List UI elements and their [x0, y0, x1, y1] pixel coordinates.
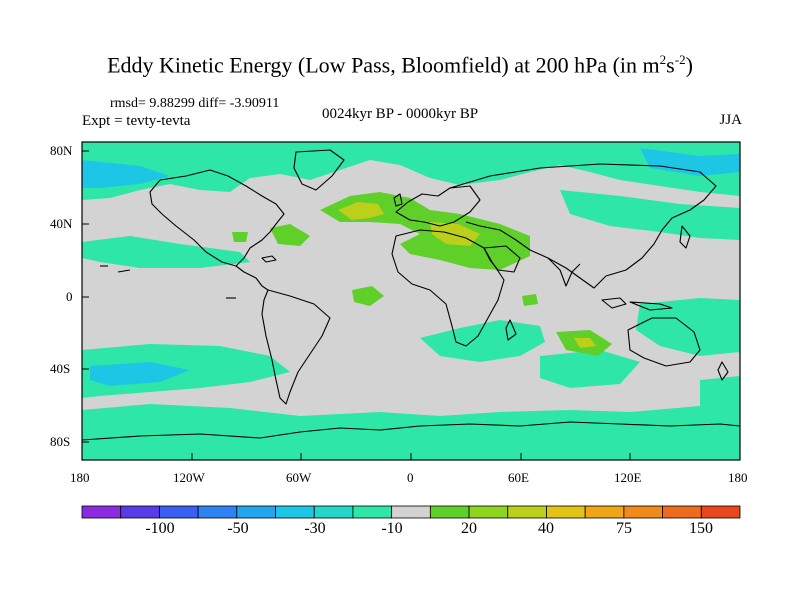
figure-title: Eddy Kinetic Energy (Low Pass, Bloomfiel… — [107, 52, 693, 78]
lon-tick-label: 120W — [173, 470, 205, 485]
colorbar-swatch — [236, 505, 276, 519]
contour-negative-strong — [82, 148, 740, 386]
contour-positive-strong — [338, 202, 596, 348]
colorbar-label: -10 — [381, 520, 403, 537]
colorbar-swatch — [391, 505, 431, 519]
colorbar-swatch — [468, 505, 509, 519]
colorbar-label: -100 — [145, 520, 175, 537]
lon-tick-label: 180 — [728, 470, 748, 485]
colorbar-swatch — [429, 505, 470, 519]
lon-tick-label: 60W — [286, 470, 312, 485]
colorbar-label: -30 — [304, 520, 326, 537]
colorbar-label: 20 — [461, 520, 477, 537]
colorbar-swatch — [352, 505, 393, 519]
colorbar-label: -50 — [227, 520, 249, 537]
season-label: JJA — [719, 112, 742, 128]
colorbar-swatch — [81, 505, 122, 519]
stats-text: rmsd= 9.88299 diff= -3.90911 — [110, 96, 280, 111]
colorbar-swatch — [159, 505, 199, 519]
lat-tick-label: 0 — [66, 289, 73, 304]
contour-negative — [82, 142, 740, 460]
colorbar-swatch — [700, 505, 741, 519]
colorbar-swatch — [120, 505, 160, 519]
lon-tick-label: 180 — [70, 470, 90, 485]
lat-tick-label: 80N — [50, 143, 73, 158]
colorbar-swatch — [507, 505, 547, 519]
colorbar-label: 150 — [689, 520, 713, 537]
colorbar-swatch — [623, 505, 663, 519]
colorbar-swatch — [662, 505, 702, 519]
colorbar-swatch — [313, 505, 354, 519]
lon-tick-label: 0 — [407, 470, 414, 485]
lon-tick-label: 120E — [614, 470, 642, 485]
lon-ticks — [81, 453, 741, 460]
lat-tick-label: 80S — [50, 434, 71, 449]
colorbar — [81, 505, 741, 519]
colorbar-swatch — [197, 505, 238, 519]
colorbar-swatch — [275, 505, 315, 519]
lon-tick-label: 60E — [508, 470, 529, 485]
experiment-label: Expt = tevty-tevta — [82, 113, 191, 129]
lat-ticks — [82, 150, 89, 443]
lat-tick-label: 40S — [50, 361, 71, 376]
colorbar-label: 40 — [538, 520, 554, 537]
colorbar-label: 75 — [616, 520, 632, 537]
colorbar-swatch — [584, 505, 625, 519]
period-label: 0024kyr BP - 0000kyr BP — [321, 106, 479, 122]
lat-tick-label: 40N — [50, 216, 73, 231]
colorbar-swatch — [546, 505, 586, 519]
coastlines — [82, 149, 740, 441]
